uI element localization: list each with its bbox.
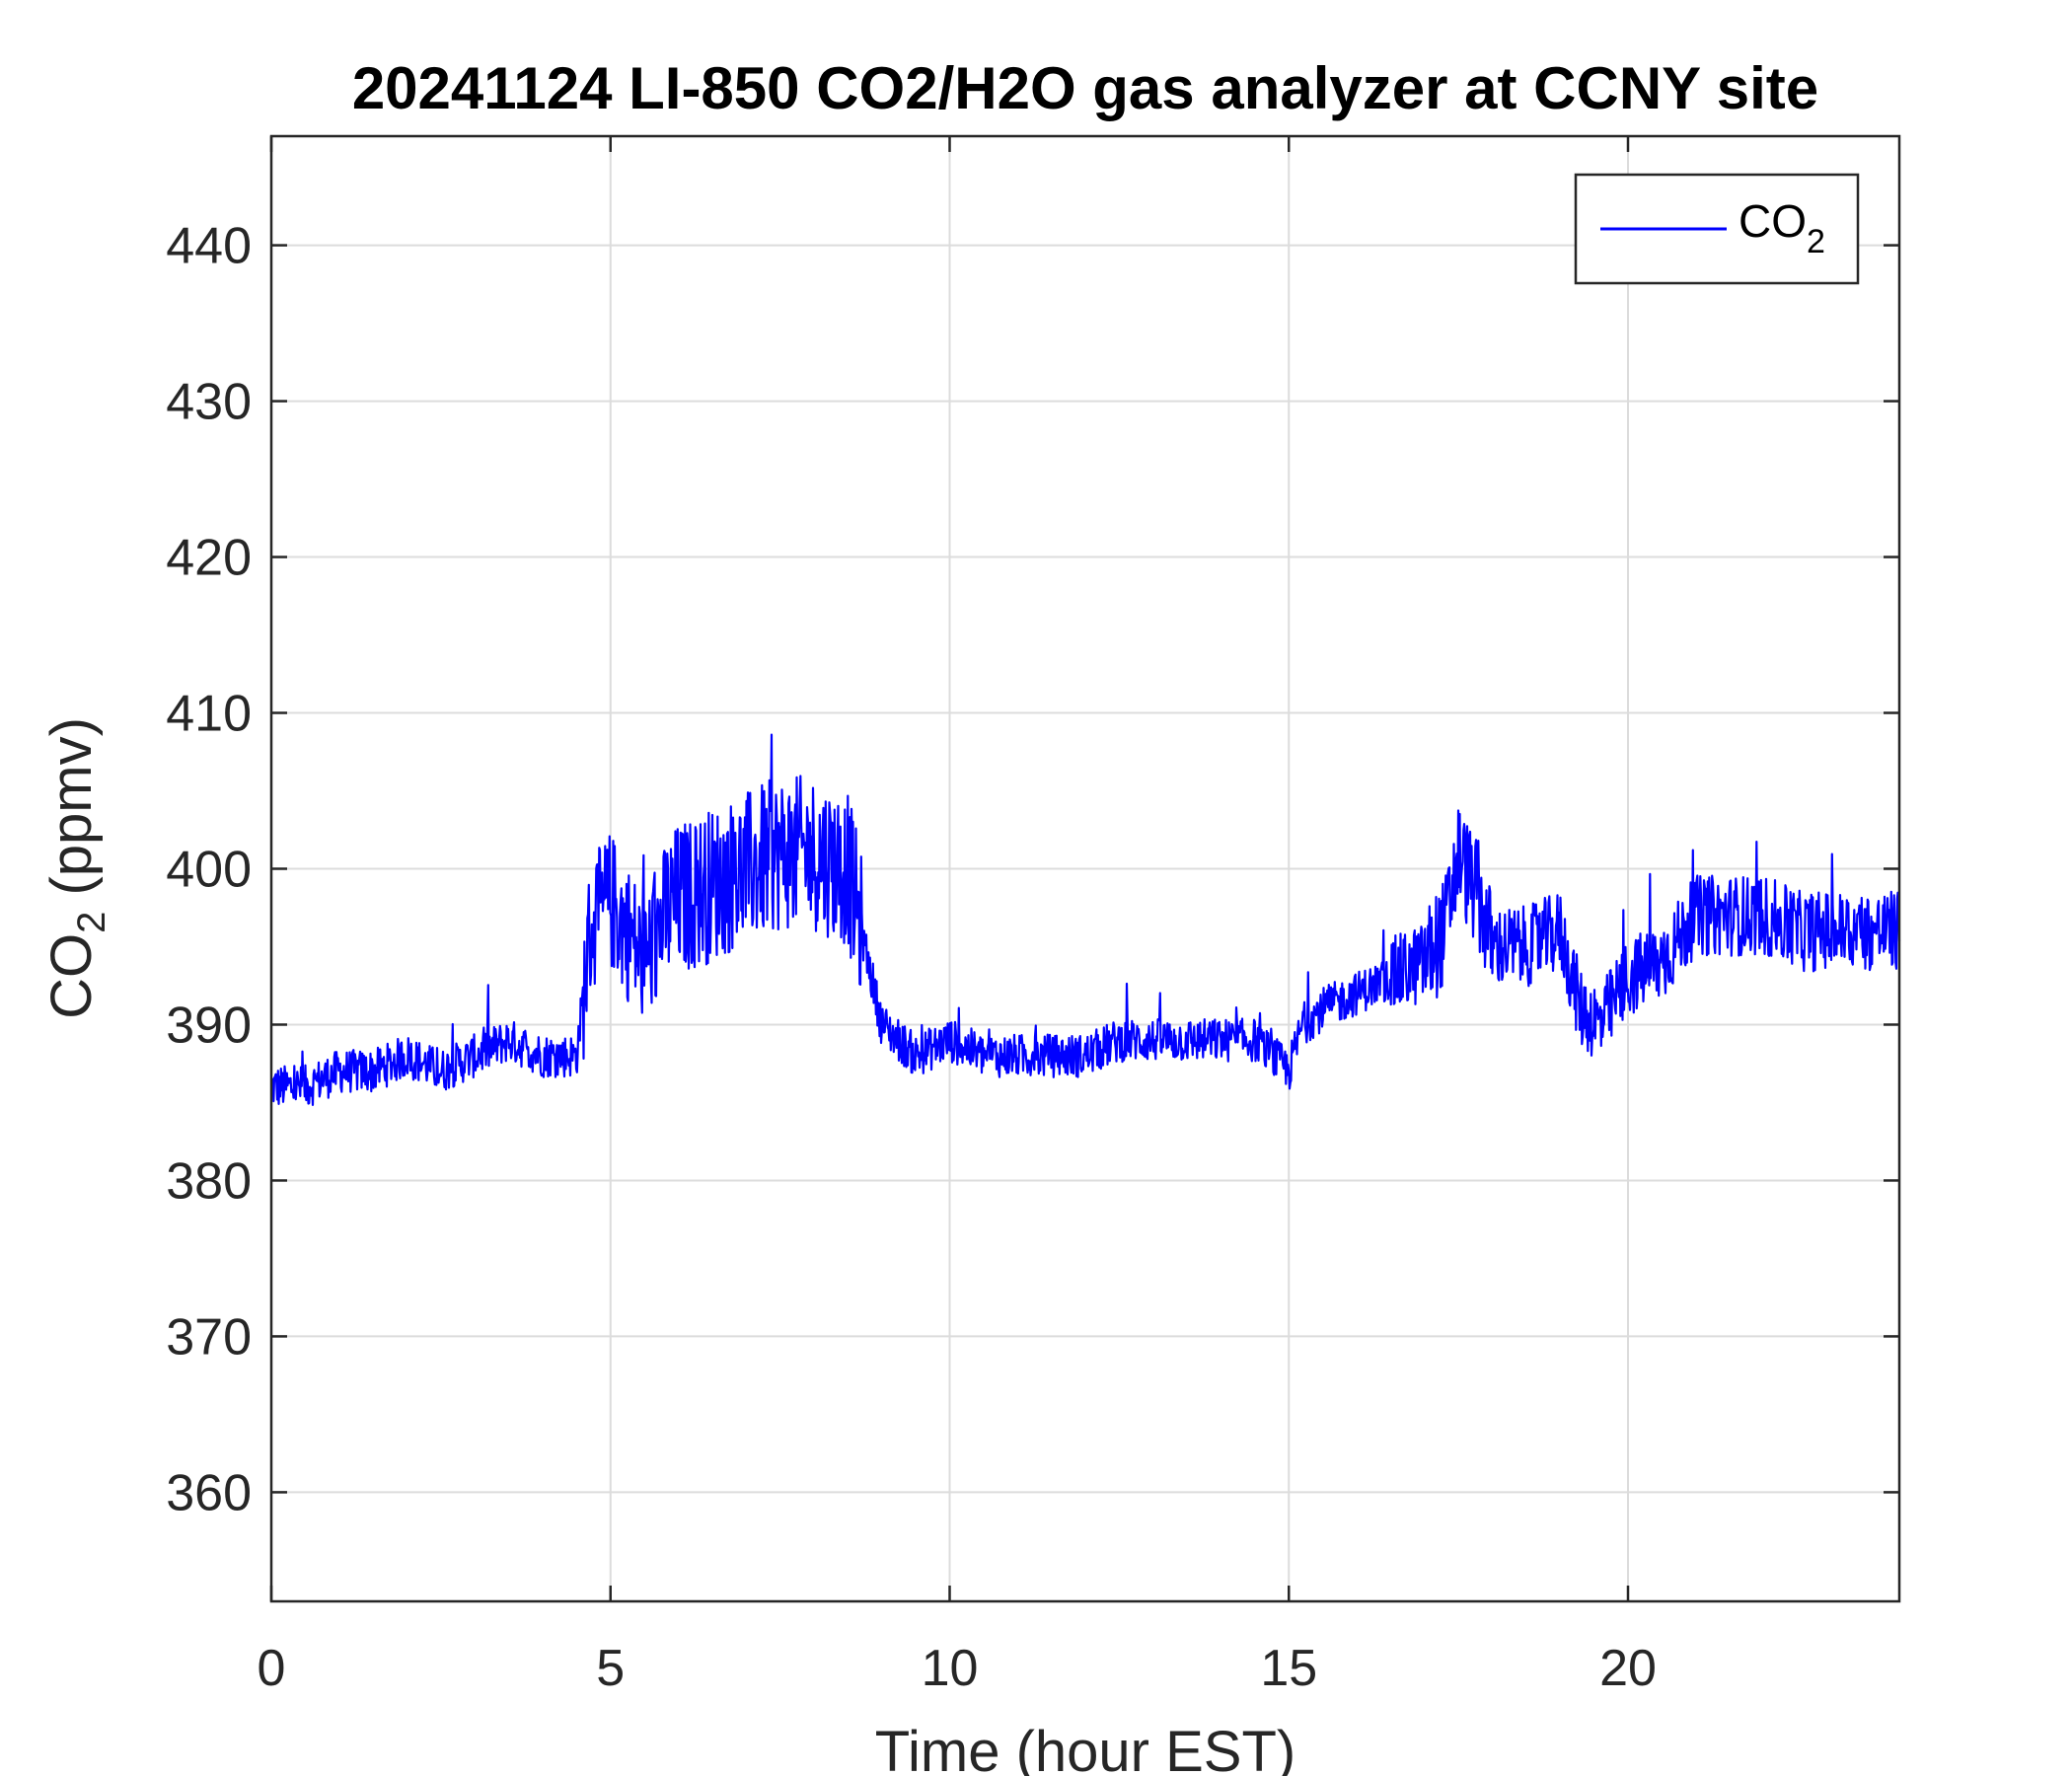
- x-tick-label: 0: [258, 1640, 286, 1697]
- y-tick-label: 410: [166, 686, 252, 743]
- ticks: [269, 136, 1899, 1601]
- legend: CO2: [1574, 173, 1860, 285]
- x-tick-label: 15: [1260, 1640, 1317, 1697]
- plot-area: [270, 733, 1901, 1106]
- y-tick-label: 380: [166, 1152, 252, 1210]
- y-axis-label-subscript: 2: [70, 912, 113, 933]
- y-axis-label: CO2 (ppmv): [39, 717, 113, 1019]
- legend-label-main: CO: [1739, 195, 1807, 247]
- y-tick-label: 400: [166, 842, 252, 899]
- y-tick-label: 370: [166, 1308, 252, 1366]
- y-tick-labels: 360 370 380 390 400 410 420 430 440: [166, 218, 252, 1522]
- grid: [271, 136, 1899, 1601]
- y-tick-label: 390: [166, 997, 252, 1054]
- y-tick-label: 420: [166, 530, 252, 587]
- x-tick-label: 10: [922, 1640, 979, 1697]
- y-tick-label: 360: [166, 1464, 252, 1521]
- x-tick-labels: 0 5 10 15 20: [258, 1640, 1657, 1697]
- x-tick-label: 5: [596, 1640, 625, 1697]
- legend-label-co2: CO2: [1739, 195, 1825, 260]
- x-tick-label: 20: [1599, 1640, 1657, 1697]
- x-axis-label: Time (hour EST): [875, 1720, 1295, 1776]
- chart-title: 20241124 LI-850 CO2/H2O gas analyzer at …: [352, 55, 1818, 121]
- legend-label-subscript: 2: [1807, 223, 1825, 260]
- y-tick-label: 430: [166, 374, 252, 431]
- y-axis-label-tail: (ppmv): [39, 717, 104, 912]
- y-axis-label-main: CO: [39, 933, 104, 1019]
- y-tick-label: 440: [166, 218, 252, 275]
- series-line-co2: [270, 733, 1901, 1106]
